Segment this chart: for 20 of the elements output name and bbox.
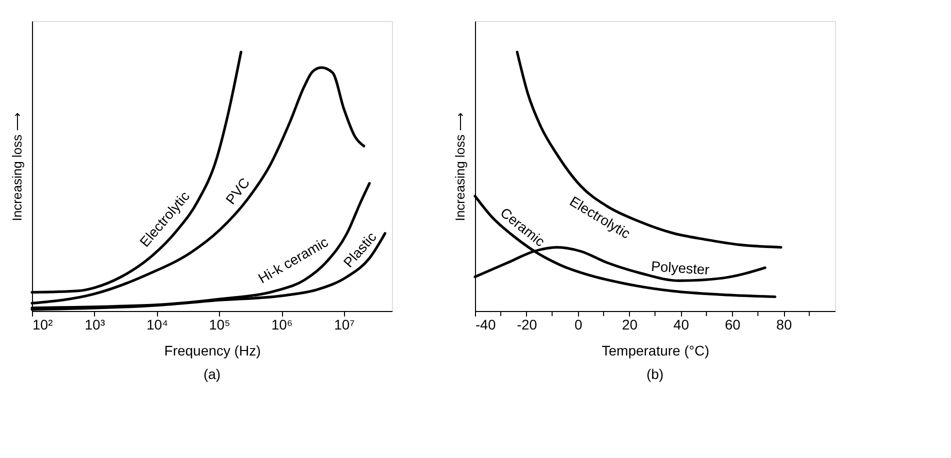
x-tick-label: -40 <box>476 316 496 332</box>
x-tick-label: 20 <box>622 316 638 332</box>
x-axis-title: Frequency (Hz) <box>164 342 261 358</box>
text: (a) <box>203 366 221 382</box>
x-tick-label: 10⁷ <box>334 316 355 332</box>
x-tick-label: 60 <box>724 316 741 332</box>
x-tick-label: 10² <box>32 316 54 332</box>
x-tick-label: 40 <box>673 316 690 332</box>
x-tick-label: 10⁶ <box>271 316 293 332</box>
x-axis-title: Temperature (°C) <box>602 342 710 358</box>
x-tick-label: 10³ <box>84 316 106 332</box>
x-tick-label: -20 <box>516 316 538 332</box>
x-tick-label: 10⁴ <box>146 316 168 332</box>
text: (b) <box>646 366 664 382</box>
series-label: Polyester <box>650 258 710 278</box>
x-tick-label: 80 <box>776 316 792 332</box>
y-axis-title: Increasing loss ⟶ <box>10 112 24 222</box>
x-tick-label: 0 <box>574 316 582 332</box>
y-axis-title: Increasing loss ⟶ <box>452 112 468 222</box>
x-tick-label: 10⁵ <box>208 316 230 332</box>
